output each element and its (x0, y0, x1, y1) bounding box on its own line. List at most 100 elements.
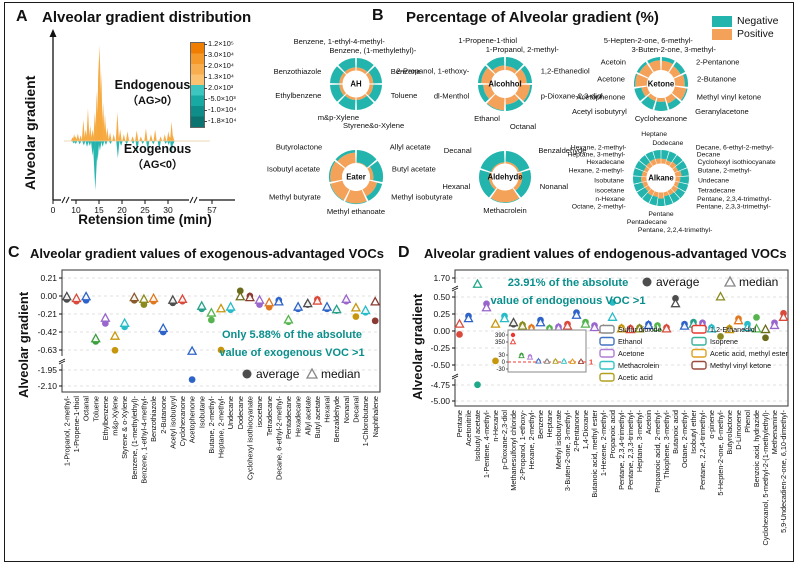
svg-text:Butane, 2-methyl-: Butane, 2-methyl- (207, 395, 216, 453)
panel-d-title: Alveolar gradient values of endogenous-a… (424, 246, 787, 261)
svg-text:5-Hepten-2-one, 6-methyl-: 5-Hepten-2-one, 6-methyl- (604, 36, 694, 45)
svg-text:Sulfur dioxide: Sulfur dioxide (618, 325, 662, 334)
svg-text:Toluene: Toluene (91, 396, 100, 422)
svg-text:Dodecane: Dodecane (652, 140, 683, 147)
svg-text:2-Propanol, 1-ethoxy-: 2-Propanol, 1-ethoxy- (396, 66, 469, 75)
svg-text:Cyclohexyl isothiocyanate: Cyclohexyl isothiocyanate (246, 396, 255, 480)
svg-text:Octanal: Octanal (510, 122, 536, 131)
panel-d-plot: 1.70 0.50 0.25 0.00 -0.25 -0.50 -4.75 -5.00 Pent… (431, 269, 789, 545)
svg-text:Ketone: Ketone (648, 80, 675, 89)
svg-text:Alcohhol: Alcohhol (488, 80, 521, 89)
svg-text:10: 10 (71, 205, 81, 215)
svg-text:Acetoin: Acetoin (601, 57, 626, 66)
svg-text:Acetoin: Acetoin (644, 410, 653, 434)
svg-text:Heptane, 3-methyl-: Heptane, 3-methyl- (635, 409, 644, 472)
panel-c-title: Alveolar gradient values of exogenous-ad… (30, 246, 384, 261)
svg-text:0.25: 0.25 (433, 309, 450, 319)
svg-text:Heptane, 2-methyl-: Heptane, 2-methyl- (217, 395, 226, 458)
positive-swatch (712, 28, 732, 40)
svg-text:-0.42: -0.42 (38, 327, 58, 337)
svg-text:Geranylacetone: Geranylacetone (695, 107, 749, 116)
svg-text:2-Butanone: 2-Butanone (697, 74, 736, 83)
svg-text:390: 390 (495, 333, 506, 339)
svg-text:-2.10: -2.10 (38, 381, 58, 391)
legend-negative: Negative (712, 15, 778, 27)
svg-text:Hexane, 2-methyl-: Hexane, 2-methyl- (569, 167, 625, 174)
panel-b-title: Percentage of Alveolar gradient (%) (406, 9, 659, 26)
svg-text:1-Propanol, 2-methyl-: 1-Propanol, 2-methyl- (62, 395, 71, 466)
svg-text:Benzene: Benzene (391, 67, 421, 76)
svg-text:n-Hexane: n-Hexane (491, 410, 500, 442)
svg-text:Decane, 6-ethyl-2-methyl-: Decane, 6-ethyl-2-methyl- (274, 395, 283, 480)
svg-text:1-Chlorobutane: 1-Chlorobutane (361, 396, 370, 446)
svg-text:Decane: Decane (697, 152, 721, 159)
svg-text:Undecane: Undecane (698, 178, 729, 185)
svg-text:23.91% of the absolute: 23.91% of the absolute (508, 277, 629, 289)
svg-text:m&p-Xylene: m&p-Xylene (318, 113, 359, 122)
svg-text:1-Hexene, 2-methyl-: 1-Hexene, 2-methyl- (599, 409, 608, 476)
colorbar-tick: 2.0×10⁴ (208, 61, 234, 70)
svg-text:1-Propene-1-thiol: 1-Propene-1-thiol (72, 396, 81, 453)
svg-text:median: median (321, 367, 360, 381)
colorbar-tick: 2.0×10³ (208, 83, 234, 92)
svg-text:Methyl ethanoate: Methyl ethanoate (327, 207, 385, 216)
svg-text:57: 57 (207, 205, 217, 215)
svg-text:Hexanal: Hexanal (442, 182, 470, 191)
svg-text:Pentane: Pentane (648, 211, 674, 218)
svg-text:Butyrolactone: Butyrolactone (725, 410, 734, 455)
svg-text:1-Pentene, 4-methyl-: 1-Pentene, 4-methyl- (482, 409, 491, 478)
svg-text:Ethylbenzene: Ethylbenzene (275, 91, 321, 100)
svg-text:Undecane: Undecane (226, 396, 235, 429)
svg-text:n-Hexane: n-Hexane (595, 196, 625, 203)
svg-text:Benzothiazole: Benzothiazole (149, 396, 158, 442)
svg-text:Eater: Eater (346, 173, 366, 182)
panel-a-ylabel: Alveolar gradient (22, 75, 38, 190)
svg-text:Methacrolein: Methacrolein (483, 206, 526, 215)
svg-text:Hexane, 2-methyl-: Hexane, 2-methyl- (527, 409, 536, 469)
svg-text:Benzoic acid, hydrazide: Benzoic acid, hydrazide (752, 410, 761, 487)
svg-text:Pentadecane: Pentadecane (284, 396, 293, 439)
svg-text:Acetophenone: Acetophenone (576, 93, 625, 102)
svg-text:Acetyl isobutyryl: Acetyl isobutyryl (572, 107, 627, 116)
svg-text:0.00: 0.00 (433, 326, 450, 336)
svg-text:30: 30 (163, 205, 173, 215)
svg-text:Pentane, 2,2,4-trimethyl-: Pentane, 2,2,4-trimethyl- (698, 409, 707, 489)
svg-text:Heptane: Heptane (545, 410, 554, 438)
svg-text:Pentane, 2,2,4-trimethyl-: Pentane, 2,2,4-trimethyl- (638, 227, 712, 234)
svg-text:m&p-Xylene: m&p-Xylene (111, 396, 120, 436)
svg-text:2-Butanone: 2-Butanone (159, 396, 168, 434)
negative-swatch (712, 15, 732, 27)
svg-text:Pentane: Pentane (455, 410, 464, 437)
svg-text:-5.00: -5.00 (431, 396, 451, 406)
panel-a-xlabel: Retension time (min) (78, 212, 212, 227)
svg-text:isocetane: isocetane (595, 187, 624, 194)
svg-text:average: average (656, 275, 700, 289)
svg-text:2-Pentanone: 2-Pentanone (572, 410, 581, 452)
svg-text:Pentane, 2,3,4-trimethyl-: Pentane, 2,3,4-trimethyl- (617, 409, 626, 489)
svg-text:p-Dioxane-2,3-diol: p-Dioxane-2,3-diol (500, 410, 509, 470)
svg-text:Isobutyl acetate: Isobutyl acetate (267, 165, 320, 174)
svg-text:Propanoic acid, 2-methyl-: Propanoic acid, 2-methyl- (653, 409, 662, 492)
svg-text:Octanal: Octanal (82, 396, 91, 422)
svg-text:-0.63: -0.63 (38, 345, 58, 355)
endogenous-label: Endogenous （AG>0） (114, 78, 191, 107)
svg-text:Octane, 2-methyl-: Octane, 2-methyl- (572, 203, 626, 210)
svg-text:0.21: 0.21 (40, 273, 57, 283)
panel-b-label: B (372, 7, 384, 24)
svg-text:isocetane: isocetane (255, 396, 264, 427)
svg-text:5-Hepten-2-one, 6-methyl-: 5-Hepten-2-one, 6-methyl- (716, 409, 725, 495)
svg-text:Nonanal: Nonanal (540, 182, 569, 191)
svg-text:Butyrolactone: Butyrolactone (276, 142, 322, 151)
svg-text:Acetyl isobutyryl: Acetyl isobutyryl (168, 396, 177, 449)
svg-text:Benzaldehyde: Benzaldehyde (332, 396, 341, 442)
legend-positive: Positive (712, 28, 774, 40)
svg-text:Tetradecane: Tetradecane (698, 187, 736, 194)
colorbar-tick: 1.2×10⁵ (208, 39, 234, 48)
svg-text:Alkane: Alkane (648, 174, 674, 183)
svg-text:median: median (739, 275, 778, 289)
svg-text:2-Propanol, 1-ethoxy-: 2-Propanol, 1-ethoxy- (518, 409, 527, 480)
panel-c-ylabel: Alveolar gradient (16, 291, 31, 398)
svg-text:Only 5.88% of the absolute: Only 5.88% of the absolute (222, 329, 362, 341)
svg-text:Benzene, (1-methylethyl)-: Benzene, (1-methylethyl)- (130, 395, 139, 479)
svg-text:value of exogenous VOC >1: value of exogenous VOC >1 (219, 347, 364, 359)
